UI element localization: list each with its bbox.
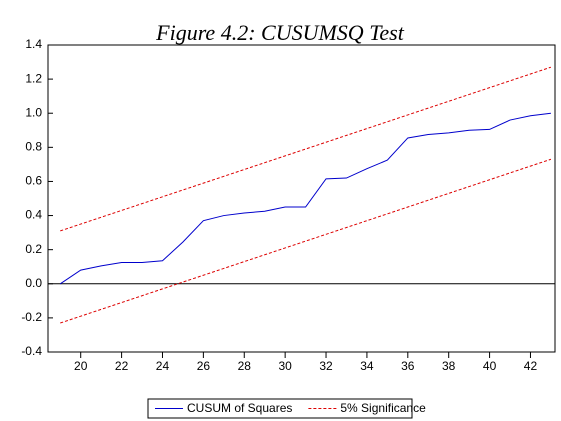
x-tick-label: 28 (238, 359, 252, 373)
plot-frame (47, 44, 556, 353)
x-tick-label: 38 (442, 359, 456, 373)
legend-label: 5% Significance (340, 401, 426, 415)
x-tick-label: 36 (401, 359, 415, 373)
x-tick-label: 42 (524, 359, 538, 373)
legend-label: CUSUM of Squares (187, 401, 292, 415)
x-tick-label: 30 (278, 359, 292, 373)
y-tick-label: 0.0 (25, 276, 42, 290)
x-tick-label: 32 (319, 359, 333, 373)
y-tick-label: 0.2 (25, 242, 42, 256)
series-line (60, 158, 552, 324)
y-tick-label: -0.4 (21, 344, 42, 358)
x-tick-label: 40 (483, 359, 497, 373)
series-line (60, 66, 552, 232)
legend-box (147, 398, 413, 419)
y-tick-label: 0.6 (25, 174, 42, 188)
y-tick-label: 0.8 (25, 140, 42, 154)
y-tick-label: 1.2 (25, 71, 42, 85)
x-tick-label: 24 (156, 359, 170, 373)
chart-title: Figure 4.2: CUSUMSQ Test (155, 20, 405, 45)
x-tick-label: 34 (360, 359, 374, 373)
x-tick-label: 26 (197, 359, 211, 373)
y-tick-label: -0.2 (21, 310, 42, 324)
y-tick-label: 0.4 (25, 208, 42, 222)
y-tick-label: 1.4 (25, 37, 42, 51)
y-tick-label: 1.0 (25, 105, 42, 119)
series-line (59, 112, 551, 285)
x-tick-label: 20 (74, 359, 88, 373)
x-tick-label: 22 (115, 359, 129, 373)
